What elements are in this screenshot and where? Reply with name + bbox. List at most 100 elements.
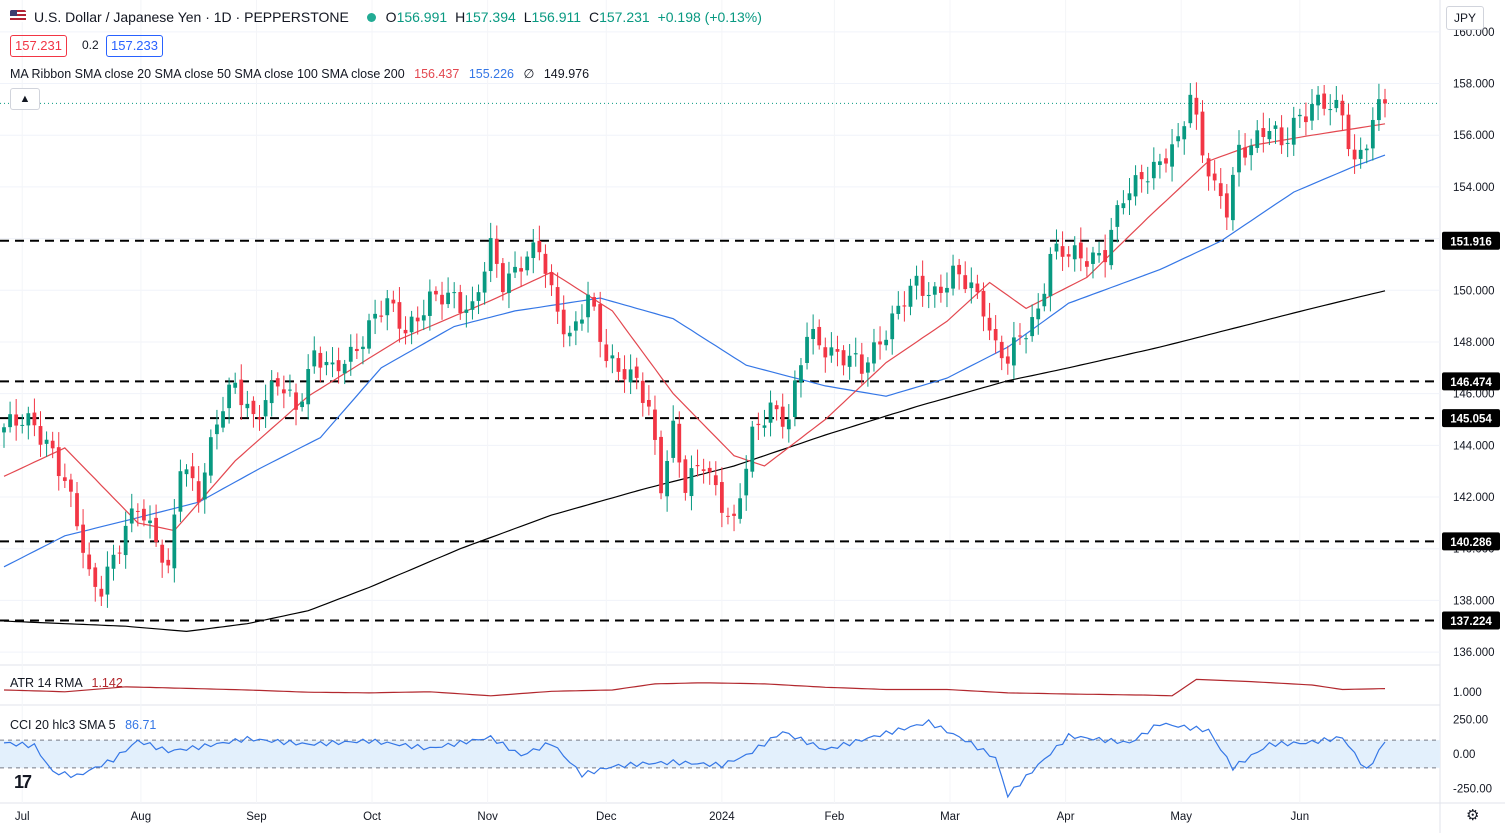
candle-body <box>920 275 925 296</box>
candle-body <box>1127 193 1132 201</box>
candle-body <box>233 382 238 388</box>
candle-body <box>8 414 12 428</box>
candle-body <box>1030 317 1035 337</box>
candle-body <box>32 412 37 426</box>
candle-body <box>1310 104 1314 121</box>
price-axis-tick-label: 154.000 <box>1453 182 1495 194</box>
collapse-legend-button[interactable]: ▲ <box>10 88 40 110</box>
ohlc-low-label: L <box>523 9 532 25</box>
candle-body <box>476 292 481 301</box>
candle-body <box>373 313 377 319</box>
candle-body <box>890 313 895 340</box>
cci-axis-tick-label: 250.00 <box>1453 714 1488 726</box>
candle-body <box>513 266 517 273</box>
candle-body <box>859 354 864 374</box>
candle-body <box>452 292 457 294</box>
price-axis-tick-label: 158.000 <box>1453 79 1495 91</box>
candle-body <box>1072 245 1077 260</box>
candle-body <box>391 299 396 304</box>
candle-body <box>1018 335 1022 337</box>
candle-body <box>81 524 85 553</box>
buy-button[interactable]: 157.233 <box>106 35 163 57</box>
candle-body <box>1346 114 1351 150</box>
atr-value: 1.142 <box>91 676 123 690</box>
candle-body <box>208 437 213 476</box>
candle-body <box>196 481 201 503</box>
candle-body <box>1042 293 1047 307</box>
candle-body <box>1261 128 1266 138</box>
level-price-tag <box>1442 611 1500 630</box>
candle-body <box>1133 175 1138 197</box>
sell-button[interactable]: 157.231 <box>10 35 67 57</box>
candle-body <box>1085 261 1089 267</box>
candle-body <box>379 315 384 317</box>
candle-body <box>829 347 834 356</box>
tradingview-logo-icon[interactable]: 17 <box>14 772 32 792</box>
candle-body <box>1066 254 1071 257</box>
ma-ribbon-legend[interactable]: MA Ribbon SMA close 20 SMA close 50 SMA … <box>10 66 589 81</box>
ma-ribbon-label: MA Ribbon SMA close 20 SMA close 50 SMA … <box>10 67 405 81</box>
candle-body <box>245 403 250 409</box>
candle-body <box>677 423 682 463</box>
candle-body <box>993 329 998 341</box>
candle-body <box>330 362 335 365</box>
candle-body <box>1139 172 1144 180</box>
ma-ribbon-value-50: 155.226 <box>468 67 514 81</box>
candle-body <box>1115 205 1120 227</box>
time-axis-tick-label: Jul <box>15 811 30 823</box>
candle-body <box>1279 127 1284 146</box>
candle-body <box>835 349 840 352</box>
candle-body <box>1121 203 1126 209</box>
time-axis-tick-label: Jun <box>1291 811 1310 823</box>
candle-body <box>634 366 639 378</box>
candle-body <box>573 321 578 331</box>
candle-body <box>1109 229 1114 266</box>
candle-body <box>257 417 262 420</box>
price-axis-tick-label: 142.000 <box>1453 492 1495 504</box>
candle-body <box>421 315 426 321</box>
candle-body <box>166 559 171 566</box>
candle-body <box>975 283 980 293</box>
candle-body <box>1036 308 1041 320</box>
candle-body <box>750 426 755 472</box>
candle-body <box>62 477 67 481</box>
candle-body <box>665 461 670 497</box>
level-price-tag <box>1442 409 1500 428</box>
candle-body <box>403 329 408 334</box>
price-axis-tick-label: 148.000 <box>1453 337 1495 349</box>
candle-body <box>1291 117 1296 145</box>
candle-body <box>1249 145 1254 156</box>
symbol-title[interactable]: U.S. Dollar / Japanese Yen · 1D · PEPPER… <box>34 9 349 25</box>
candle-body <box>732 513 736 516</box>
time-axis-tick-label: Apr <box>1057 811 1075 823</box>
candle-body <box>525 256 530 271</box>
candle-body <box>427 291 432 316</box>
candle-body <box>2 427 6 433</box>
ohlc-open-label: O <box>385 9 397 25</box>
settings-gear-icon[interactable]: ⚙ <box>1466 807 1480 824</box>
candle-body <box>135 510 140 512</box>
candle-body <box>494 238 499 264</box>
candle-body <box>409 316 414 333</box>
candle-body <box>847 355 852 367</box>
atr-legend[interactable]: ATR 14 RMA 1.142 <box>10 676 123 690</box>
candle-body <box>1005 356 1010 364</box>
candle-body <box>543 253 548 274</box>
ma-ribbon-value-20: 156.437 <box>414 67 460 81</box>
candle-body <box>841 350 846 366</box>
currency-button[interactable]: JPY <box>1446 6 1484 30</box>
candle-body <box>500 263 505 293</box>
candle-body <box>646 399 651 407</box>
candle-body <box>872 342 876 364</box>
cci-legend[interactable]: CCI 20 hlc3 SMA 5 86.71 <box>10 718 156 732</box>
candle-body <box>823 347 828 358</box>
candle-body <box>306 369 311 405</box>
candle-body <box>56 447 61 477</box>
cci-value: 86.71 <box>125 718 157 732</box>
candle-body <box>987 317 992 331</box>
candle-body <box>1218 183 1223 197</box>
candle-body <box>561 309 566 335</box>
time-axis-tick-label: Dec <box>596 811 617 823</box>
